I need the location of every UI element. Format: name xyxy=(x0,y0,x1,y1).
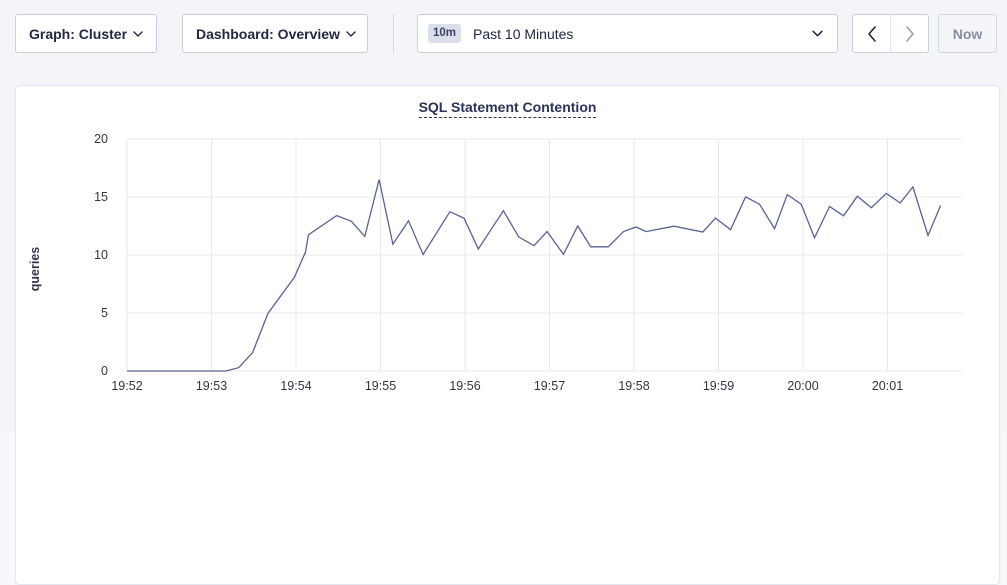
svg-text:5: 5 xyxy=(101,306,108,320)
svg-text:10: 10 xyxy=(94,248,108,262)
svg-text:19:52: 19:52 xyxy=(111,379,142,393)
svg-text:19:56: 19:56 xyxy=(449,379,480,393)
svg-text:19:57: 19:57 xyxy=(534,379,565,393)
svg-text:20: 20 xyxy=(94,132,108,146)
svg-text:19:59: 19:59 xyxy=(703,379,734,393)
svg-text:queries: queries xyxy=(28,247,42,292)
svg-text:19:54: 19:54 xyxy=(280,379,311,393)
svg-text:19:58: 19:58 xyxy=(618,379,649,393)
svg-text:19:53: 19:53 xyxy=(196,379,227,393)
svg-text:0: 0 xyxy=(101,364,108,378)
svg-text:20:01: 20:01 xyxy=(872,379,903,393)
svg-text:20:00: 20:00 xyxy=(787,379,818,393)
svg-text:19:55: 19:55 xyxy=(365,379,396,393)
svg-text:15: 15 xyxy=(94,190,108,204)
